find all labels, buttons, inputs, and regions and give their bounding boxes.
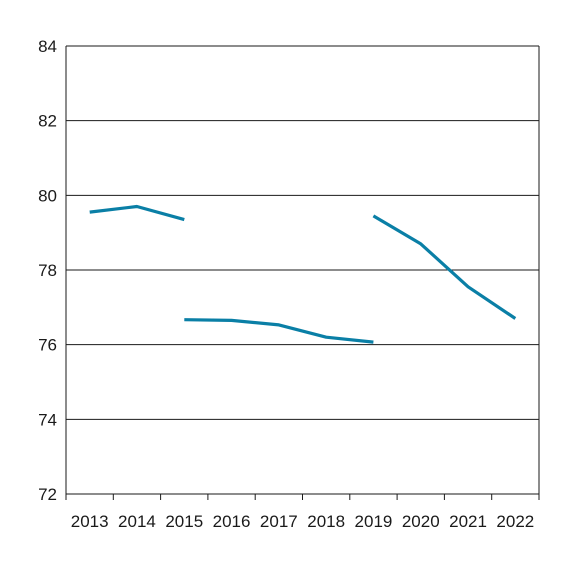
axes: [65, 46, 540, 500]
x-tick-label: 2021: [449, 512, 487, 531]
y-tick-label: 72: [38, 485, 57, 504]
series-line-segment-3: [372, 214, 517, 320]
y-tick-label: 80: [38, 186, 57, 205]
y-tick-label: 84: [38, 37, 57, 56]
x-tick-label: 2022: [496, 512, 534, 531]
y-tick-label: 82: [38, 112, 57, 131]
x-tick-label: 2013: [71, 512, 109, 531]
x-tick-label: 2016: [213, 512, 251, 531]
x-tick-label: 2014: [118, 512, 156, 531]
x-tick-label: 2015: [165, 512, 203, 531]
y-axis-tick-labels: 72 74 76 78 80 82 84: [38, 37, 57, 504]
y-tick-label: 74: [38, 410, 57, 429]
series-lines: [89, 204, 517, 344]
x-tick-label: 2019: [355, 512, 393, 531]
y-tick-label: 78: [38, 261, 57, 280]
x-axis-tick-labels: 2013 2014 2015 2016 2017 2018 2019 2020 2021 2022: [71, 512, 535, 531]
x-tick-label: 2018: [307, 512, 345, 531]
x-tick-label: 2020: [402, 512, 440, 531]
gridlines: [66, 45, 539, 420]
series-line-segment-2: [184, 318, 374, 344]
x-tick-label: 2017: [260, 512, 298, 531]
series-line-segment-1: [89, 204, 185, 222]
y-tick-label: 76: [38, 336, 57, 355]
